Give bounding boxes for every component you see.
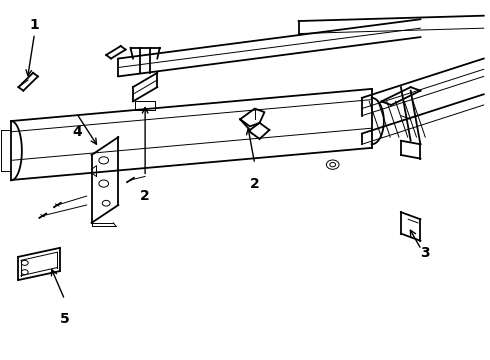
Text: 5: 5 bbox=[60, 312, 70, 326]
Text: 1: 1 bbox=[29, 18, 39, 32]
Text: 3: 3 bbox=[420, 246, 430, 260]
Text: 2: 2 bbox=[140, 189, 150, 203]
Text: 4: 4 bbox=[72, 125, 82, 139]
Text: 2: 2 bbox=[250, 176, 260, 190]
